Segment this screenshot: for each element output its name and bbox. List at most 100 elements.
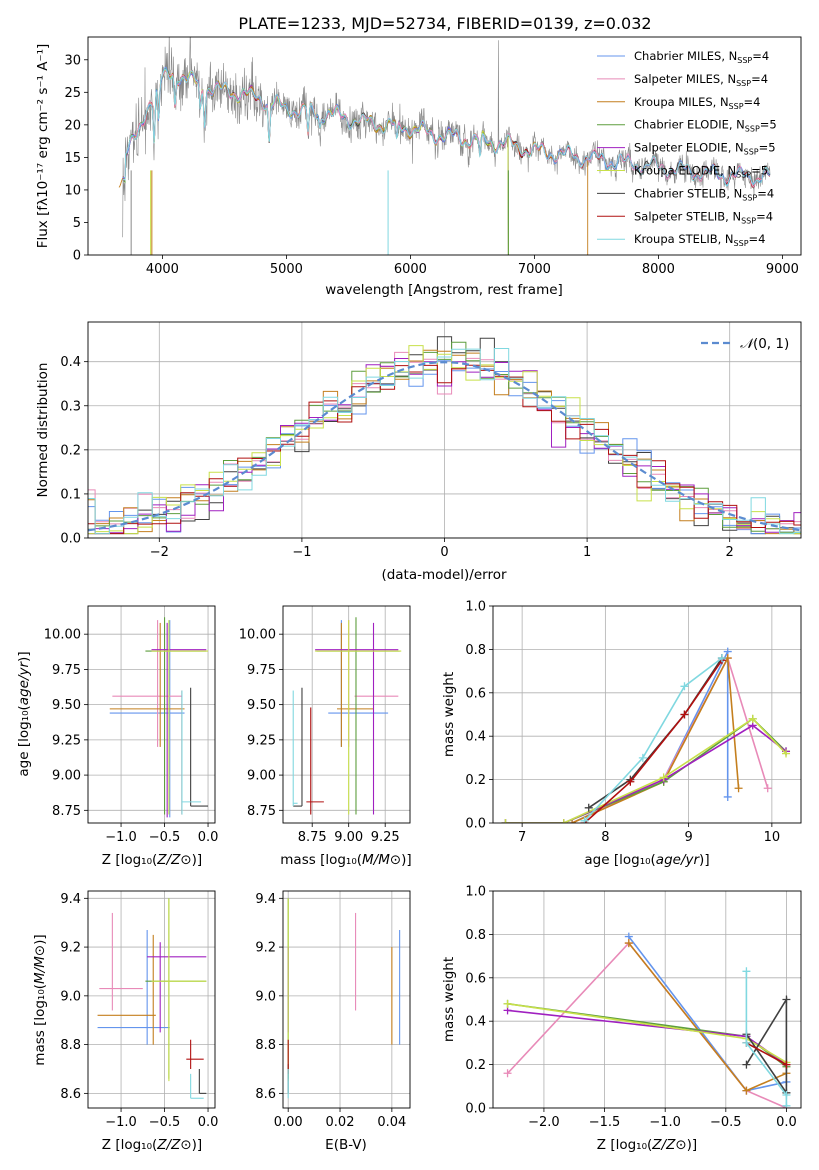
age-vs-Z-frame	[87, 605, 216, 824]
legend-label: Kroupa MILES, NSSP=4	[634, 95, 760, 111]
mass-weight-vs-age-xtick-label: 10	[764, 830, 781, 845]
residuals-xtick-label: 0	[440, 545, 448, 560]
mass-weight-vs-Z-xtick-label: 0.0	[776, 1115, 797, 1130]
residuals-panel: −2 −1 0 1 2 0.0 0.1 0.2 0.3 0.4 𝒩(0, 1) (data-model…	[35, 321, 802, 583]
mass-weight-vs-Z-panel: −2.0 −1.5 −1.0 −0.5 0.0 0.0 0.2 0.4 0.6 0.8 1.0 mas…	[441, 885, 802, 1153]
mass-weight-vs-age-point-marker	[680, 682, 689, 691]
age-vs-mass-ytick-label: 9.50	[247, 698, 276, 713]
mass-vs-ebv-ytick-label: 9.2	[255, 941, 276, 956]
legend-label: Chabrier STELIB, NSSP=4	[634, 186, 774, 202]
mass-vs-ebv-ytick-label: 9.4	[255, 892, 276, 907]
spectrum-xlabel: wavelength [Angstrom, rest frame]	[325, 282, 563, 298]
spectrum-ytick-label: 30	[64, 53, 81, 68]
residual-ylabel: Normed distribution	[35, 363, 51, 498]
spectrum-xtick-label: 4000	[146, 262, 179, 277]
mass-weight-vs-age-point-marker	[580, 816, 589, 823]
spectrum-model-line	[122, 68, 771, 187]
mass-weight-vs-age-point-marker	[748, 714, 757, 723]
spectrum-marks	[118, 37, 771, 255]
mass-weight-vs-Z-point-marker	[624, 939, 633, 948]
legend-label: Salpeter MILES, NSSP=4	[634, 72, 768, 88]
age-vs-mass-ytick-label: 9.25	[247, 733, 276, 748]
mass-weight-vs-Z-ytick-label: 0.0	[465, 1102, 486, 1117]
mass-weight-vs-age-point-marker	[782, 749, 791, 758]
mass-weight-vs-Z-series-line	[746, 1042, 787, 1066]
mass-weight-vs-Z-ytick-label: 0.4	[465, 1015, 486, 1030]
age-vs-mass-ytick-label: 10.00	[239, 628, 276, 643]
mass-vs-ebv-ytick-label: 9.0	[255, 989, 276, 1004]
mass-weight-vs-age-ytick-label: 0.4	[465, 730, 486, 745]
spectrum-xtick-label: 8000	[642, 262, 675, 277]
residual-histogram-step	[88, 348, 801, 535]
residuals-ytick-label: 0.3	[60, 399, 81, 414]
mass-Z-xlabel: Z [log₁₀(Z/Z⊙)]	[102, 1137, 202, 1153]
mass-weight-vs-age-ytick-label: 1.0	[465, 600, 486, 615]
spectrum-ytick-label: 10	[64, 183, 81, 198]
legend-label: Salpeter ELODIE, NSSP=5	[634, 141, 776, 157]
spectrum-model-line	[149, 69, 509, 255]
age-vs-Z-ytick-label: 9.00	[52, 769, 81, 784]
residuals-xtick-label: 2	[726, 545, 734, 560]
mass-vs-ebv-xtick-label: 0.00	[274, 1115, 303, 1130]
mass-weight-vs-age-series-line	[571, 655, 740, 823]
mass-vs-Z-frame	[87, 890, 216, 1109]
mass-weight-age-xlabel: age [log₁₀(age/yr)]	[584, 852, 709, 868]
mass-vs-Z-marks	[97, 898, 207, 1099]
mass-weight-vs-age-ytick-label: 0.6	[465, 686, 486, 701]
normal-reference-curve	[88, 360, 801, 532]
mass-weight-vs-age-series-line	[505, 724, 787, 823]
age-vs-Z-ytick-label: 8.75	[52, 804, 81, 819]
residuals-ytick-label: 0.0	[60, 532, 81, 547]
spectrum-xtick-label: 6000	[394, 262, 427, 277]
mass-weight-vs-Z-frame	[492, 890, 802, 1109]
mass-vs-Z-xtick-label: 0.0	[198, 1115, 219, 1130]
age-vs-Z-ytick-label: 9.75	[52, 663, 81, 678]
mass-weight-vs-Z-ylabel: mass weight	[441, 957, 457, 1042]
spectrum-ylabel: Flux [fλ10⁻¹⁷ erg cm⁻² s⁻¹ A⁻¹]	[35, 44, 51, 249]
mass-weight-vs-age-grid	[493, 606, 801, 823]
age-vs-mass-xtick-label: 9.00	[334, 830, 363, 845]
mass-weight-vs-age-frame	[492, 605, 802, 824]
residuals-ytick-label: 0.4	[60, 355, 81, 370]
mass-weight-vs-Z-ytick-label: 1.0	[465, 885, 486, 900]
residuals-xtick-label: 1	[583, 545, 591, 560]
mass-weight-vs-age-panel: 7 8 9 10 0.0 0.2 0.4 0.6 0.8 1.0 mass weight age [l…	[441, 600, 802, 868]
mass-weight-vs-age-point-marker	[559, 819, 568, 823]
age-vs-Z-ytick-label: 10.00	[44, 628, 81, 643]
age-vs-Z-marks	[109, 617, 209, 818]
age-vs-mass-marks	[292, 617, 402, 815]
mass-vs-Z-xtick-label: −0.5	[149, 1115, 181, 1130]
mass-vs-Z-ytick-label: 8.8	[60, 1038, 81, 1053]
age-vs-mass-ytick-label: 9.00	[247, 769, 276, 784]
residuals-ytick-label: 0.1	[60, 487, 81, 502]
age-vs-mass-frame	[282, 605, 411, 824]
legend-label: Kroupa STELIB, NSSP=4	[634, 232, 765, 248]
mass-weight-vs-age-point-marker	[734, 784, 743, 793]
mass-vs-Z-ytick-label: 9.0	[60, 989, 81, 1004]
mass-weight-vs-Z-ytick-label: 0.8	[465, 928, 486, 943]
age-vs-mass-ytick-label: 8.75	[247, 804, 276, 819]
mass-weight-vs-age-xtick-label: 9	[684, 830, 692, 845]
mass-vs-ebv-grid	[283, 891, 410, 1108]
mass-weight-vs-age-xtick-label: 8	[601, 830, 609, 845]
spectrum-model-line	[118, 70, 589, 255]
mass-weight-vs-Z-ytick-label: 0.2	[465, 1058, 486, 1073]
mass-vs-ebv-frame	[282, 890, 411, 1109]
mass-weight-vs-Z-point-marker	[503, 1069, 512, 1078]
mass-weight-vs-age-series-line	[571, 651, 729, 823]
age-Z-xlabel: Z [log₁₀(Z/Z⊙)]	[102, 852, 202, 868]
mass-vs-ebv-xtick-label: 0.04	[377, 1115, 406, 1130]
mass-weight-vs-age-point-marker	[626, 777, 635, 786]
mass-weight-vs-age-point-marker	[723, 792, 732, 801]
mass-weight-vs-age-point-marker	[584, 803, 593, 812]
mass-weight-vs-Z-point-marker	[503, 999, 512, 1008]
spectrum-xtick-label: 9000	[766, 262, 799, 277]
mass-weight-vs-age-ytick-label: 0.8	[465, 643, 486, 658]
residual-histogram-step	[88, 349, 801, 535]
mass-weight-vs-Z-xtick-label: −2.0	[528, 1115, 560, 1130]
mass-weight-vs-age-marks	[501, 647, 791, 823]
mass-weight-vs-age-xtick-label: 7	[518, 830, 526, 845]
mass-vs-Z-ytick-label: 9.2	[60, 941, 81, 956]
mass-weight-vs-age-point-marker	[680, 710, 689, 719]
mass-weight-vs-Z-point-marker	[742, 967, 751, 976]
